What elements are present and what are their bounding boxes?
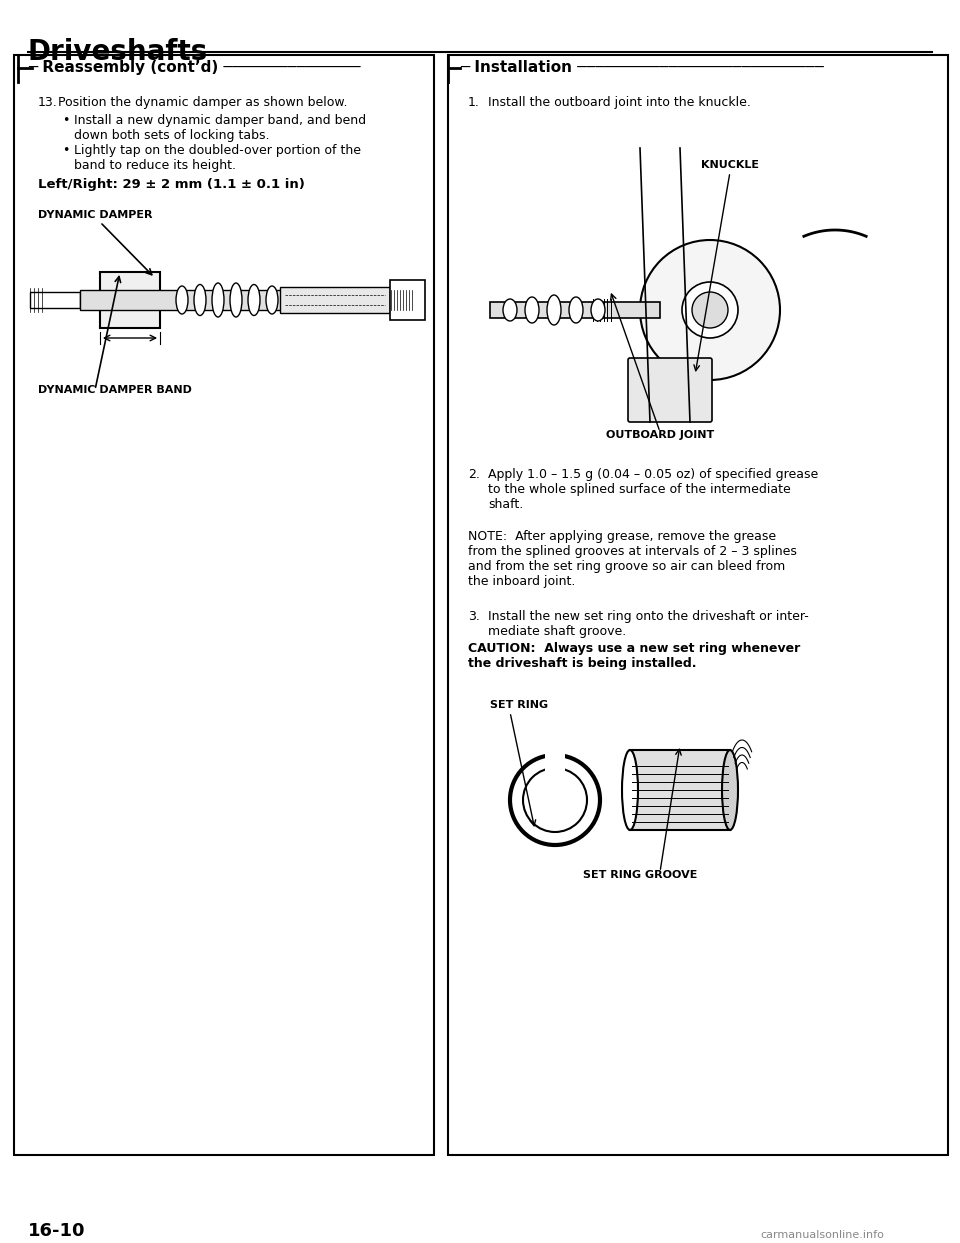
Text: CAUTION:  Always use a new set ring whenever: CAUTION: Always use a new set ring whene… [468, 641, 801, 655]
Text: NOTE:  After applying grease, remove the grease
from the splined grooves at inte: NOTE: After applying grease, remove the … [468, 530, 797, 588]
Text: OUTBOARD JOINT: OUTBOARD JOINT [606, 430, 714, 440]
Text: 13.: 13. [38, 96, 58, 109]
FancyBboxPatch shape [628, 358, 712, 423]
Bar [280, 287, 390, 313]
Text: Install the new set ring onto the driveshaft or inter-
mediate shaft groove.: Install the new set ring onto the drives… [488, 610, 808, 638]
Bar [630, 750, 730, 830]
Text: the driveshaft is being installed.: the driveshaft is being installed. [468, 658, 697, 670]
Circle shape [640, 240, 780, 380]
Text: Apply 1.0 – 1.5 g (0.04 – 0.05 oz) of specified grease
to the whole splined surf: Apply 1.0 – 1.5 g (0.04 – 0.05 oz) of sp… [488, 469, 818, 511]
Ellipse shape [569, 297, 583, 323]
Ellipse shape [212, 283, 224, 317]
Ellipse shape [622, 750, 638, 830]
Text: KNUCKLE: KNUCKLE [701, 160, 759, 170]
Text: 2.: 2. [468, 469, 480, 481]
Text: ─ Installation ───────────────────────────: ─ Installation ─────────────────────────… [460, 60, 824, 75]
Text: Driveshafts: Driveshafts [28, 39, 208, 66]
Bar [490, 302, 660, 318]
Circle shape [692, 292, 728, 328]
Bar [545, 750, 565, 772]
Text: DYNAMIC DAMPER: DYNAMIC DAMPER [38, 210, 153, 220]
Bar [100, 272, 160, 328]
Ellipse shape [547, 295, 561, 324]
Bar [14, 55, 434, 1155]
Ellipse shape [722, 750, 738, 830]
Text: carmanualsonline.info: carmanualsonline.info [760, 1231, 884, 1241]
Ellipse shape [591, 300, 605, 321]
Text: Install the outboard joint into the knuckle.: Install the outboard joint into the knuc… [488, 96, 751, 109]
Text: Lightly tap on the doubled-over portion of the
band to reduce its height.: Lightly tap on the doubled-over portion … [74, 144, 361, 172]
Bar [30, 292, 80, 308]
Text: •: • [62, 144, 69, 157]
Text: 3.: 3. [468, 610, 480, 623]
Ellipse shape [525, 297, 539, 323]
Text: DYNAMIC DAMPER BAND: DYNAMIC DAMPER BAND [38, 385, 192, 395]
Text: 1.: 1. [468, 96, 480, 109]
Text: •: • [62, 114, 69, 127]
Bar [80, 290, 340, 310]
Circle shape [523, 768, 587, 832]
Circle shape [682, 282, 738, 338]
Ellipse shape [266, 286, 278, 314]
Bar [390, 280, 425, 319]
Ellipse shape [194, 285, 206, 316]
Text: Position the dynamic damper as shown below.: Position the dynamic damper as shown bel… [58, 96, 348, 109]
Ellipse shape [230, 283, 242, 317]
Bar [448, 55, 948, 1155]
Bar [390, 292, 415, 308]
Ellipse shape [503, 300, 517, 321]
Text: ─ Reassembly (cont’d) ───────────────: ─ Reassembly (cont’d) ─────────────── [28, 60, 360, 75]
Ellipse shape [176, 286, 188, 314]
Text: Left/Right: 29 ± 2 mm (1.1 ± 0.1 in): Left/Right: 29 ± 2 mm (1.1 ± 0.1 in) [38, 178, 305, 191]
Text: SET RING: SET RING [490, 700, 548, 710]
Ellipse shape [248, 285, 260, 316]
Text: SET RING GROOVE: SET RING GROOVE [583, 870, 697, 880]
Text: Install a new dynamic damper band, and bend
down both sets of locking tabs.: Install a new dynamic damper band, and b… [74, 114, 366, 142]
Text: 16-10: 16-10 [28, 1222, 85, 1241]
